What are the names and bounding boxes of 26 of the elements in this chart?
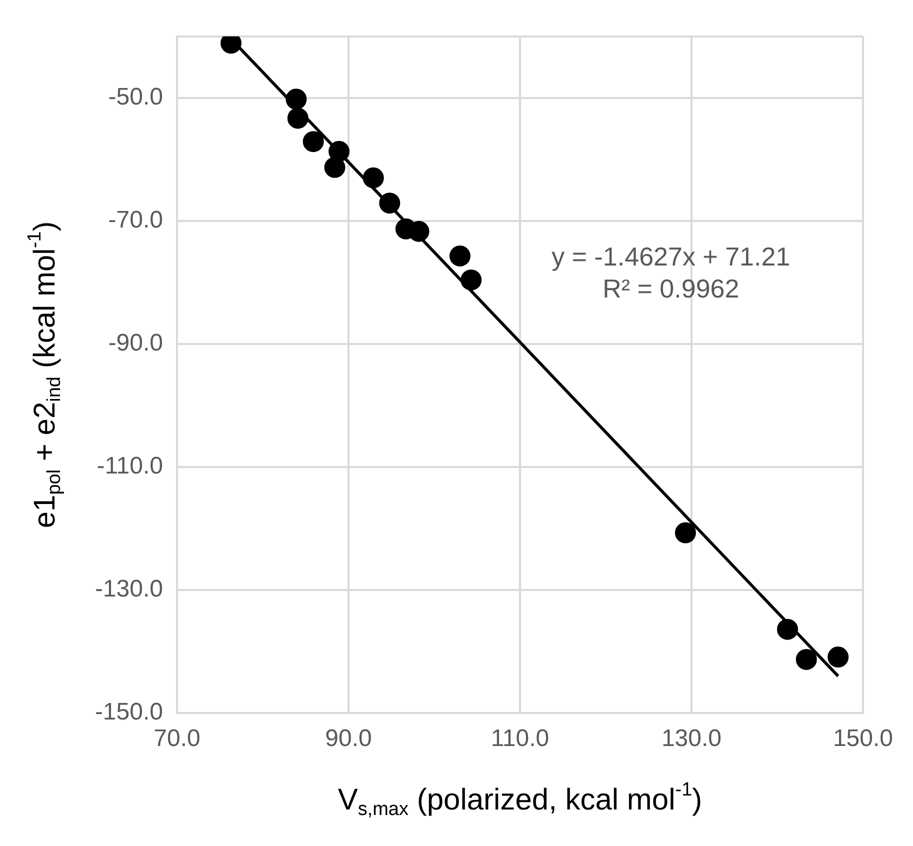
point: [777, 618, 798, 640]
point: [302, 131, 324, 152]
point: [828, 646, 849, 668]
point: [674, 522, 696, 544]
y-tick-label: -50.0: [108, 84, 163, 111]
point: [362, 167, 384, 188]
x-tick-label: 130.0: [661, 725, 722, 752]
point: [449, 245, 470, 266]
annotation: y = -1.4627x + 71.21: [552, 242, 790, 272]
point: [460, 269, 482, 290]
x-tick-label: 90.0: [325, 725, 372, 752]
point: [796, 648, 817, 670]
y-tick-label: -130.0: [94, 576, 163, 603]
point: [286, 88, 307, 110]
y-tick-label: -70.0: [108, 206, 163, 234]
annotation: R² = 0.9962: [602, 274, 740, 304]
x-tick-label: 70.0: [154, 725, 200, 752]
y-axis-title: e1pol + e2ind (kcal mol-1): [24, 221, 66, 528]
x-tick-label: 150.0: [832, 725, 893, 752]
y-tick-label: -90.0: [108, 330, 163, 357]
y-tick-label: -110.0: [96, 452, 163, 480]
point: [324, 156, 346, 178]
y-tick-label: -150.0: [94, 698, 163, 726]
x-tick-label: 110.0: [490, 725, 550, 752]
point: [379, 192, 400, 214]
point: [287, 108, 308, 129]
